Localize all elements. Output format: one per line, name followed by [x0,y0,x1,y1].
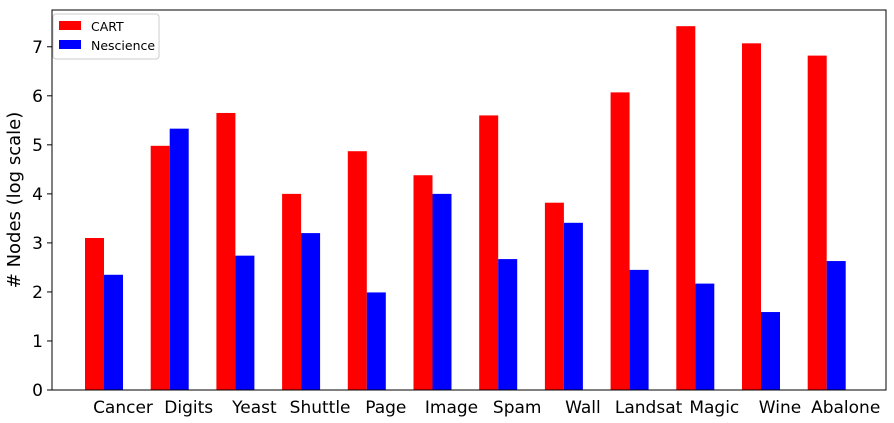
x-tick-label: Wall [565,398,601,418]
bar-nescience-yeast [235,255,255,390]
x-tick-label: Magic [689,398,739,418]
x-tick-label: Image [425,398,478,418]
legend-label-nescience: Nescience [91,38,155,53]
bar-cart-wine [742,43,761,391]
x-tick-label: Yeast [231,398,277,418]
legend: CART Nescience [52,13,160,60]
plot-frame [51,9,887,391]
bars-layer [85,26,846,391]
bar-cart-shuttle [282,193,302,390]
bar-nescience-image [432,193,452,390]
bar-cart-yeast [216,112,236,390]
bar-nescience-wall [563,222,583,390]
y-axis-title: # Nodes (log scale) [4,112,25,288]
bar-nescience-abalone [826,261,846,390]
bar-cart-abalone [807,55,827,390]
bar-cart-magic [676,26,696,391]
legend-swatch-nescience [59,40,81,49]
y-tick-label: 0 [32,381,43,401]
bar-cart-digits [150,145,170,390]
y-tick-label: 7 [32,38,43,58]
bar-cart-landsat [610,92,630,390]
bar-cart-cancer [85,238,104,390]
x-tick-label: Shuttle [290,398,351,418]
legend-swatch-cart [59,21,81,30]
y-tick-label: 6 [32,87,43,107]
y-tick-label: 5 [32,136,43,156]
bar-nescience-spam [498,259,518,390]
bar-nescience-digits [169,128,189,390]
y-tick-label: 2 [32,283,43,303]
bar-cart-image [413,175,433,390]
x-tick-label: Wine [759,398,801,418]
x-tick-label: Abalone [811,398,880,418]
bar-nescience-landsat [629,269,649,390]
bar-nescience-wine [761,312,780,390]
bar-nescience-cancer [104,274,123,390]
y-tick-label: 3 [32,234,43,254]
bar-nescience-magic [695,283,715,390]
bar-nescience-shuttle [301,233,321,390]
x-axis: Cancer Digits Yeast Shuttle Page Image Spam Wal… [93,398,880,418]
x-tick-label: Page [365,398,406,418]
x-tick-label: Spam [493,398,542,418]
bar-cart-page [347,151,367,390]
x-tick-label: Digits [164,398,213,418]
bar-cart-wall [544,202,564,390]
y-tick-label: 1 [32,332,43,352]
bar-nescience-page [366,292,386,390]
legend-label-cart: CART [91,19,124,34]
x-tick-label: Landsat [615,398,683,418]
x-tick-label: Cancer [93,398,153,418]
bar-cart-spam [479,115,499,390]
y-tick-label: 4 [32,185,43,205]
y-axis: 0 1 2 3 4 5 6 7 [32,38,52,401]
